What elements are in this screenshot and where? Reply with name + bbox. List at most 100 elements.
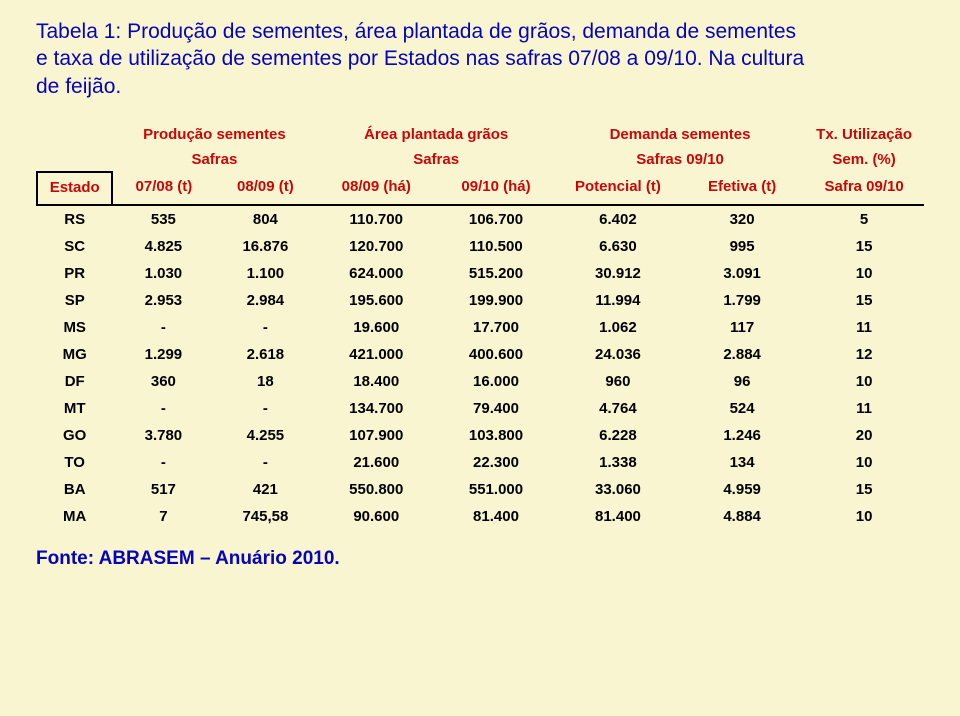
table-cell: 517 (112, 476, 214, 503)
table-cell: 134.700 (316, 395, 436, 422)
table-row: DF3601818.40016.0009609610 (37, 368, 924, 395)
group-tx: Tx. Utilização (804, 122, 924, 147)
sub-producao: Safras (112, 147, 316, 172)
col-estado: Estado (37, 172, 112, 205)
table-cell: 1.338 (556, 449, 680, 476)
table-cell: - (214, 314, 316, 341)
table-source: Fonte: ABRASEM – Anuário 2010. (36, 548, 924, 570)
table-cell: 320 (680, 205, 804, 233)
table-row: MA7745,5890.60081.40081.4004.88410 (37, 503, 924, 530)
table-cell: 4.255 (214, 422, 316, 449)
table-cell: - (112, 449, 214, 476)
table-cell: 550.800 (316, 476, 436, 503)
col-safra0910: Safra 09/10 (804, 172, 924, 205)
table-cell: MA (37, 503, 112, 530)
table-cell: RS (37, 205, 112, 233)
table-cell: MT (37, 395, 112, 422)
table-cell: 18.400 (316, 368, 436, 395)
table-cell: 20 (804, 422, 924, 449)
header-sub-row: Safras Safras Safras 09/10 Sem. (%) (37, 147, 924, 172)
header-col-row: Estado 07/08 (t) 08/09 (t) 08/09 (há) 09… (37, 172, 924, 205)
table-cell: 4.764 (556, 395, 680, 422)
table-row: RS535804110.700106.7006.4023205 (37, 205, 924, 233)
table-cell: 515.200 (436, 260, 556, 287)
table-row: MG1.2992.618421.000400.60024.0362.88412 (37, 341, 924, 368)
group-demanda: Demanda sementes (556, 122, 804, 147)
table-cell: 110.500 (436, 233, 556, 260)
sub-tx: Sem. (%) (804, 147, 924, 172)
table-cell: 6.228 (556, 422, 680, 449)
table-cell: 90.600 (316, 503, 436, 530)
table-cell: 10 (804, 449, 924, 476)
table-cell: 10 (804, 260, 924, 287)
table-cell: SP (37, 287, 112, 314)
header-group-row: Produção sementes Área plantada grãos De… (37, 122, 924, 147)
table-cell: 12 (804, 341, 924, 368)
table-cell: TO (37, 449, 112, 476)
table-cell: 2.884 (680, 341, 804, 368)
table-cell: 745,58 (214, 503, 316, 530)
table-body: RS535804110.700106.7006.4023205SC4.82516… (37, 205, 924, 530)
table-cell: 33.060 (556, 476, 680, 503)
table-cell: 1.799 (680, 287, 804, 314)
table-cell: 5 (804, 205, 924, 233)
table-cell: 10 (804, 368, 924, 395)
table-cell: 199.900 (436, 287, 556, 314)
table-cell: 134 (680, 449, 804, 476)
table-cell: 120.700 (316, 233, 436, 260)
table-cell: 4.959 (680, 476, 804, 503)
table-cell: 624.000 (316, 260, 436, 287)
table-row: TO--21.60022.3001.33813410 (37, 449, 924, 476)
table-cell: 15 (804, 287, 924, 314)
table-cell: 110.700 (316, 205, 436, 233)
table-cell: 11 (804, 314, 924, 341)
table-cell: 16.000 (436, 368, 556, 395)
table-title: Tabela 1: Produção de sementes, área pla… (36, 18, 924, 100)
col-potencial: Potencial (t) (556, 172, 680, 205)
table-cell: 421.000 (316, 341, 436, 368)
table-row: MT--134.70079.4004.76452411 (37, 395, 924, 422)
table-cell: 15 (804, 476, 924, 503)
table-cell: 1.030 (112, 260, 214, 287)
group-producao: Produção sementes (112, 122, 316, 147)
col-0809ha: 08/09 (há) (316, 172, 436, 205)
table-cell: MG (37, 341, 112, 368)
table-cell: 1.100 (214, 260, 316, 287)
table-cell: SC (37, 233, 112, 260)
table-cell: 551.000 (436, 476, 556, 503)
table-cell: 4.884 (680, 503, 804, 530)
title-line-1: Tabela 1: Produção de sementes, área pla… (36, 20, 796, 43)
table-cell: 2.618 (214, 341, 316, 368)
table-cell: 804 (214, 205, 316, 233)
table-row: SC4.82516.876120.700110.5006.63099515 (37, 233, 924, 260)
table-cell: 81.400 (436, 503, 556, 530)
table-cell: 17.700 (436, 314, 556, 341)
title-line-2: e taxa de utilização de sementes por Est… (36, 47, 804, 70)
table-cell: 16.876 (214, 233, 316, 260)
table-cell: 24.036 (556, 341, 680, 368)
table-cell: 400.600 (436, 341, 556, 368)
data-table: Produção sementes Área plantada grãos De… (36, 122, 924, 530)
table-cell: 15 (804, 233, 924, 260)
title-line-3: de feijão. (36, 75, 121, 98)
table-cell: 4.825 (112, 233, 214, 260)
table-cell: 6.630 (556, 233, 680, 260)
table-cell: - (112, 395, 214, 422)
table-cell: 1.299 (112, 341, 214, 368)
table-cell: 81.400 (556, 503, 680, 530)
table-cell: 1.062 (556, 314, 680, 341)
table-cell: 11 (804, 395, 924, 422)
table-cell: 535 (112, 205, 214, 233)
table-cell: 96 (680, 368, 804, 395)
table-row: BA517421550.800551.00033.0604.95915 (37, 476, 924, 503)
table-cell: 421 (214, 476, 316, 503)
table-cell: 79.400 (436, 395, 556, 422)
table-cell: 7 (112, 503, 214, 530)
table-cell: 10 (804, 503, 924, 530)
table-row: SP2.9532.984195.600199.90011.9941.79915 (37, 287, 924, 314)
table-row: MS--19.60017.7001.06211711 (37, 314, 924, 341)
table-cell: 3.780 (112, 422, 214, 449)
table-cell: 1.246 (680, 422, 804, 449)
table-cell: 2.953 (112, 287, 214, 314)
table-cell: 11.994 (556, 287, 680, 314)
